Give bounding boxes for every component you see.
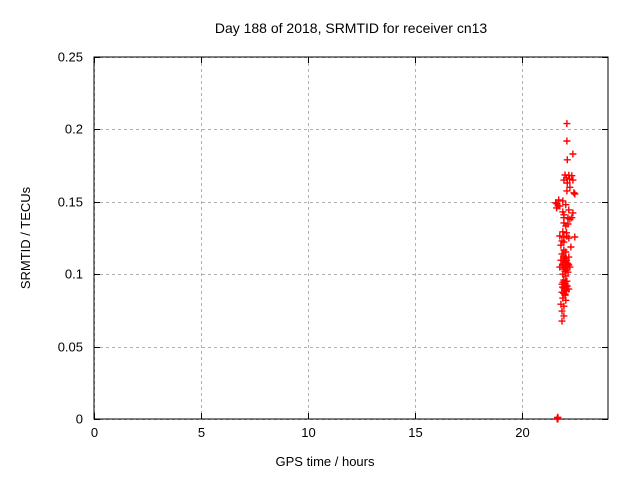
data-point-marker: [563, 179, 571, 187]
data-point-marker: [562, 248, 570, 256]
data-point-marker: [566, 215, 574, 223]
chart-title: Day 188 of 2018, SRMTID for receiver cn1…: [215, 20, 488, 36]
data-point-marker: [560, 302, 568, 310]
x-tick-label: 10: [301, 425, 315, 440]
x-tick-labels: 0 5 10 15 20: [91, 425, 530, 440]
x-tick-label: 20: [515, 425, 529, 440]
y-tick-label: 0.1: [65, 267, 83, 282]
data-point-marker: [554, 413, 562, 421]
x-axis-label: GPS time / hours: [276, 454, 375, 469]
axis-tick-marks: [94, 57, 608, 420]
data-point-marker: [557, 241, 565, 249]
data-point-marker: [558, 317, 566, 325]
data-point-marker: [565, 234, 573, 242]
data-point-marker: [556, 232, 564, 240]
data-point-marker: [558, 307, 566, 315]
data-point-marker: [559, 197, 567, 205]
y-tick-label: 0.25: [58, 50, 83, 65]
data-point-marker: [571, 233, 579, 241]
data-point-marker: [559, 228, 567, 236]
data-point-marker: [570, 189, 578, 197]
y-tick-label: 0.05: [58, 340, 83, 355]
plot-border: [93, 56, 609, 420]
y-tick-label: 0.2: [65, 122, 83, 137]
x-tick-label: 0: [91, 425, 98, 440]
data-point-marker: [569, 150, 577, 158]
x-tick-label: 15: [408, 425, 422, 440]
data-point-marker: [566, 175, 573, 183]
data-point-marker: [562, 222, 570, 230]
data-point-marker: [566, 183, 574, 191]
data-point-marker: [562, 296, 570, 304]
data-point-marker: [563, 156, 571, 164]
data-point-marker: [571, 190, 579, 198]
data-point-marker: [565, 206, 573, 214]
data-point-marker: [562, 272, 570, 280]
x-tick-label: 5: [198, 425, 205, 440]
y-tick-labels: 0 0.05 0.1 0.15 0.2 0.25: [58, 50, 83, 427]
data-point-marker: [563, 187, 571, 195]
data-points: [552, 120, 579, 423]
data-point-marker: [564, 268, 572, 276]
data-point-marker: [563, 120, 571, 128]
data-point-marker: [569, 176, 577, 184]
data-point-marker: [553, 204, 561, 212]
data-point-marker: [560, 312, 568, 320]
data-point-marker: [569, 209, 577, 217]
y-tick-label: 0.15: [58, 195, 83, 210]
data-point-marker: [562, 201, 570, 209]
data-point-marker: [563, 137, 571, 145]
y-axis-label: SRMTID / TECUs: [18, 186, 33, 289]
data-point-marker: [567, 243, 575, 251]
y-tick-label: 0: [76, 412, 83, 427]
